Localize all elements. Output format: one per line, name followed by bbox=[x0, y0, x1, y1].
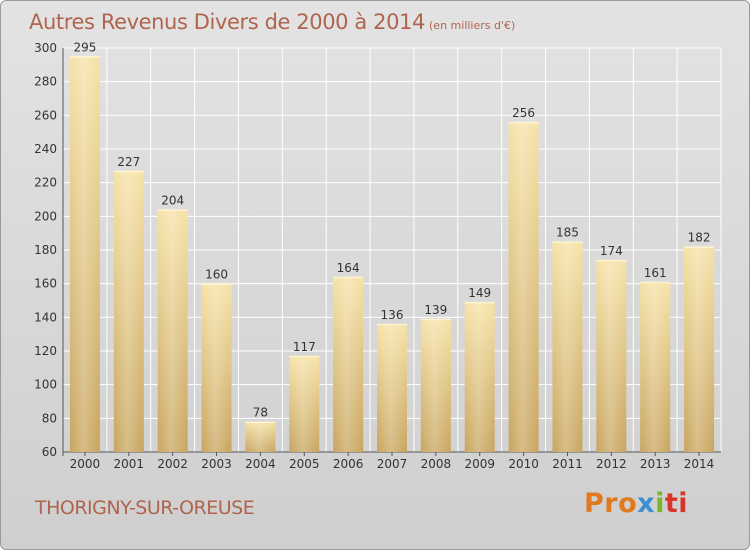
y-tick-label: 260 bbox=[34, 108, 57, 122]
value-label: 256 bbox=[512, 106, 535, 120]
commune-name: THORIGNY-SUR-OREUSE bbox=[35, 497, 255, 519]
value-label: 136 bbox=[381, 308, 404, 322]
bar-highlight bbox=[113, 170, 144, 452]
logo-part-4: ti bbox=[664, 488, 689, 519]
bar-highlight bbox=[289, 356, 320, 452]
bar-highlight bbox=[684, 246, 715, 452]
chart-unit: (en milliers d'€) bbox=[429, 19, 516, 32]
proxiti-logo[interactable]: Proxiti bbox=[584, 488, 688, 519]
y-tick-label: 100 bbox=[34, 378, 57, 392]
bar-highlight bbox=[420, 319, 451, 452]
y-tick-label: 300 bbox=[34, 41, 57, 55]
y-tick-label: 280 bbox=[34, 75, 57, 89]
value-label: 160 bbox=[205, 268, 228, 282]
x-tick-label: 2005 bbox=[289, 457, 320, 471]
value-label: 164 bbox=[337, 261, 360, 275]
bar-highlight bbox=[596, 260, 627, 452]
label-layer: 295 227 204 160 78 117 164 136 139 149 256 185 174 16… bbox=[73, 40, 710, 419]
logo-part-2: x bbox=[637, 488, 656, 519]
x-tick-label: 2006 bbox=[333, 457, 364, 471]
logo-part-1: Pro bbox=[584, 488, 638, 519]
bar-highlight bbox=[508, 122, 539, 453]
bar-highlight bbox=[245, 421, 276, 452]
y-tick-label: 80 bbox=[42, 411, 57, 425]
x-tick-label: 2004 bbox=[245, 457, 276, 471]
y-tick-label: 60 bbox=[42, 445, 57, 459]
x-tick-label: 2002 bbox=[157, 457, 188, 471]
x-tick-label: 2012 bbox=[596, 457, 627, 471]
chart-title: Autres Revenus Divers de 2000 à 2014 (en … bbox=[29, 10, 515, 34]
y-tick-label: 200 bbox=[34, 209, 57, 223]
bar-layer bbox=[69, 56, 715, 453]
value-label: 182 bbox=[688, 231, 711, 245]
value-label: 227 bbox=[117, 155, 140, 169]
bar-highlight bbox=[333, 276, 364, 452]
axis-layer: 60 80 100 120 140 160 180 200 220 240 260 280 300 200… bbox=[34, 41, 721, 471]
value-label: 139 bbox=[424, 303, 447, 317]
x-tick-label: 2010 bbox=[508, 457, 539, 471]
bar-highlight bbox=[201, 283, 232, 452]
bar-highlight bbox=[640, 281, 671, 452]
logo-part-3: i bbox=[655, 488, 665, 519]
y-tick-label: 220 bbox=[34, 176, 57, 190]
x-tick-label: 2013 bbox=[640, 457, 671, 471]
x-tick-label: 2011 bbox=[552, 457, 583, 471]
x-tick-label: 2003 bbox=[201, 457, 232, 471]
y-tick-label: 120 bbox=[34, 344, 57, 358]
value-label: 78 bbox=[253, 406, 268, 420]
x-tick-label: 2000 bbox=[70, 457, 101, 471]
value-label: 204 bbox=[161, 194, 184, 208]
x-tick-label: 2008 bbox=[421, 457, 452, 471]
chart-title-text: Autres Revenus Divers de 2000 à 2014 bbox=[29, 10, 426, 34]
bar-highlight bbox=[552, 241, 583, 452]
value-label: 161 bbox=[644, 266, 667, 280]
value-label: 149 bbox=[468, 286, 491, 300]
y-tick-label: 160 bbox=[34, 277, 57, 291]
value-label: 174 bbox=[600, 244, 623, 258]
x-tick-label: 2007 bbox=[377, 457, 408, 471]
y-tick-label: 180 bbox=[34, 243, 57, 257]
y-tick-label: 140 bbox=[34, 310, 57, 324]
x-tick-label: 2009 bbox=[464, 457, 495, 471]
bar-highlight bbox=[464, 302, 495, 452]
x-tick-label: 2001 bbox=[114, 457, 145, 471]
bar-highlight bbox=[69, 56, 100, 453]
bar-highlight bbox=[157, 209, 188, 452]
bar-highlight bbox=[377, 324, 407, 452]
value-label: 185 bbox=[556, 226, 579, 240]
y-tick-label: 240 bbox=[34, 142, 57, 156]
x-tick-label: 2014 bbox=[684, 457, 715, 471]
value-label: 117 bbox=[293, 340, 316, 354]
value-label: 295 bbox=[73, 40, 96, 54]
